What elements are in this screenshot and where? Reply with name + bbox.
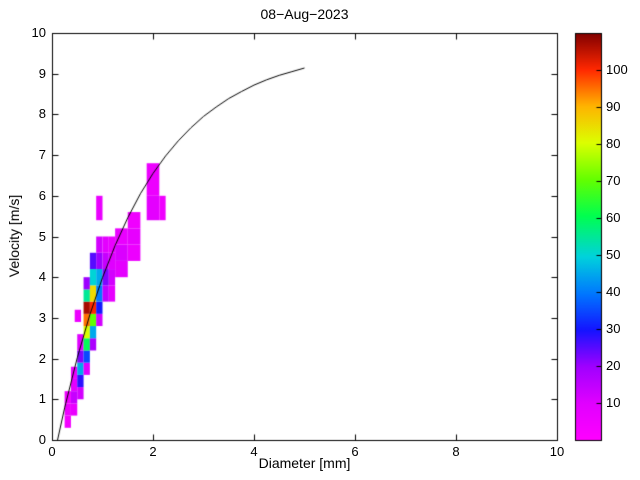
y-tick-label: 0 — [38, 432, 46, 447]
y-tick-label: 2 — [38, 351, 46, 366]
y-tick-label: 9 — [38, 66, 46, 81]
colorbar-tick-label: 10 — [606, 395, 621, 410]
colorbar-tick-label: 100 — [606, 62, 628, 77]
colorbar-tick-label: 50 — [606, 247, 621, 262]
y-tick-label: 1 — [38, 391, 46, 406]
colorbar-tick-label: 60 — [606, 210, 621, 225]
colorbar-tick-label: 20 — [606, 358, 621, 373]
x-tick-label: 8 — [452, 444, 460, 459]
y-tick-label: 8 — [38, 106, 46, 121]
colorbar-tick-label: 70 — [606, 173, 621, 188]
x-tick-label: 2 — [149, 444, 157, 459]
y-tick-label: 6 — [38, 188, 46, 203]
x-tick-label: 4 — [250, 444, 258, 459]
y-tick-label: 3 — [38, 310, 46, 325]
x-axis-label: Diameter [mm] — [258, 455, 351, 471]
x-tick-label: 0 — [48, 444, 56, 459]
x-tick-label: 10 — [549, 444, 565, 459]
y-tick-label: 7 — [38, 147, 46, 162]
y-tick-label: 4 — [38, 269, 46, 284]
x-tick-label: 6 — [351, 444, 359, 459]
colorbar-tick-label: 40 — [606, 284, 621, 299]
y-tick-label: 10 — [31, 25, 46, 40]
y-tick-label: 5 — [38, 229, 46, 244]
plot-title: 08−Aug−2023 — [260, 6, 349, 22]
colorbar-tick-label: 30 — [606, 321, 621, 336]
colorbar-tick-label: 90 — [606, 99, 621, 114]
colorbar-tick-label: 80 — [606, 136, 621, 151]
